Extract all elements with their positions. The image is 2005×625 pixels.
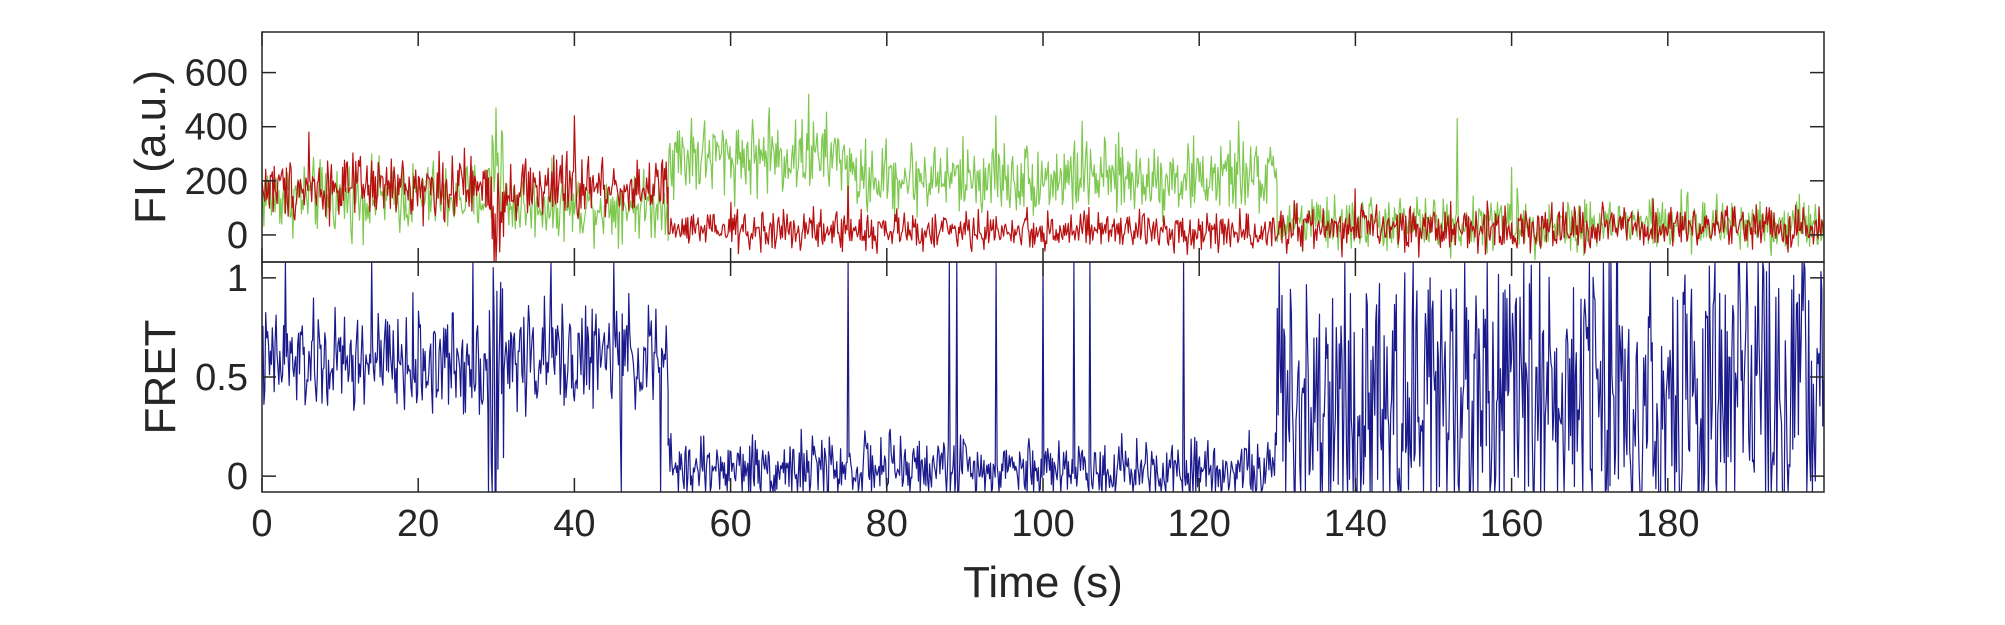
fret-ticks: 0 0.5 1 0 20 40 60 80 100 120 140 160 180 bbox=[195, 258, 1824, 545]
x-tick-label: 0 bbox=[251, 503, 272, 545]
fluorescence-traces bbox=[262, 93, 1824, 262]
x-tick-label: 100 bbox=[1011, 503, 1074, 545]
y-tick-label: 200 bbox=[185, 161, 248, 203]
y-tick-label: 0.5 bbox=[195, 357, 248, 399]
x-tick-label: 120 bbox=[1167, 503, 1230, 545]
x-tick-label: 80 bbox=[866, 503, 908, 545]
x-tick-label: 60 bbox=[709, 503, 751, 545]
fluorescence-panel: 0 200 400 600 FI (a.u.) bbox=[126, 31, 1825, 263]
y-tick-label: 0 bbox=[227, 215, 248, 257]
x-tick-label: 180 bbox=[1636, 503, 1699, 545]
y-tick-label: 600 bbox=[185, 53, 248, 95]
y-tick-label: 1 bbox=[227, 258, 248, 300]
x-tick-label: 40 bbox=[553, 503, 595, 545]
fluorescence-ticks: 0 200 400 600 bbox=[185, 32, 1824, 262]
red-fluorescence-trace bbox=[262, 115, 1824, 262]
y-tick-label: 400 bbox=[185, 107, 248, 149]
x-tick-label: 140 bbox=[1324, 503, 1387, 545]
y-tick-label: 0 bbox=[227, 456, 248, 498]
fret-efficiency-trace bbox=[262, 262, 1824, 492]
time-x-axis-label: Time (s) bbox=[963, 558, 1123, 607]
x-tick-label: 160 bbox=[1480, 503, 1543, 545]
fluorescence-y-axis-label: FI (a.u.) bbox=[126, 70, 175, 224]
fret-panel: 0 0.5 1 0 20 40 60 80 100 120 140 160 180 FRET Time … bbox=[136, 258, 1825, 607]
x-tick-label: 20 bbox=[397, 503, 439, 545]
fret-traces bbox=[262, 262, 1824, 492]
fret-y-axis-label: FRET bbox=[136, 320, 185, 435]
